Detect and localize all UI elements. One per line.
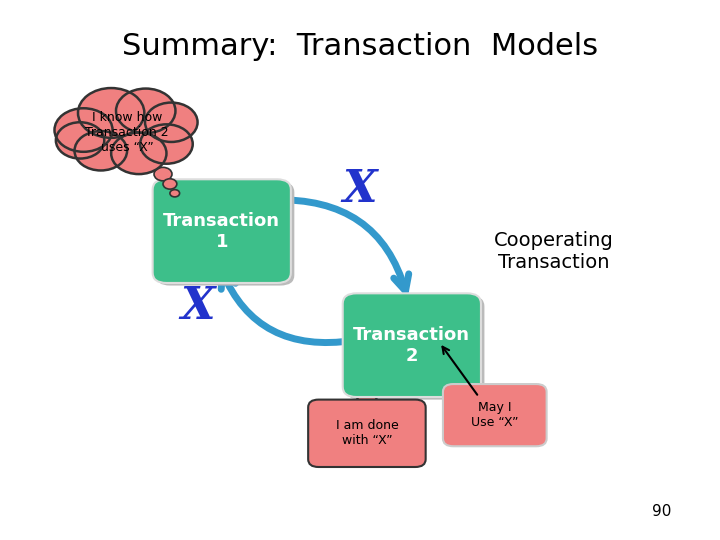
- Circle shape: [78, 88, 144, 138]
- Circle shape: [75, 131, 127, 171]
- Circle shape: [111, 133, 166, 174]
- Circle shape: [145, 103, 197, 142]
- Text: I am done
with “X”: I am done with “X”: [336, 419, 398, 447]
- FancyBboxPatch shape: [443, 384, 546, 446]
- Text: May I
Use “X”: May I Use “X”: [471, 401, 518, 429]
- Circle shape: [56, 122, 104, 159]
- Text: Transaction
1: Transaction 1: [163, 212, 280, 251]
- Text: I know how
Transaction 2
uses “X”: I know how Transaction 2 uses “X”: [85, 111, 169, 154]
- Text: X: X: [180, 285, 215, 328]
- FancyBboxPatch shape: [343, 293, 481, 397]
- FancyBboxPatch shape: [153, 179, 291, 283]
- Polygon shape: [351, 384, 382, 407]
- Text: 90: 90: [652, 504, 671, 519]
- Text: Transaction
2: Transaction 2: [354, 326, 470, 365]
- Circle shape: [55, 108, 112, 152]
- Circle shape: [170, 190, 179, 197]
- Circle shape: [154, 167, 172, 181]
- FancyBboxPatch shape: [308, 400, 426, 467]
- Text: Summary:  Transaction  Models: Summary: Transaction Models: [122, 31, 598, 60]
- Circle shape: [116, 89, 176, 133]
- Circle shape: [140, 124, 193, 164]
- Text: Cooperating
Transaction: Cooperating Transaction: [494, 231, 613, 272]
- FancyBboxPatch shape: [346, 296, 485, 400]
- Circle shape: [163, 179, 177, 189]
- Text: X: X: [343, 168, 377, 211]
- FancyBboxPatch shape: [156, 182, 294, 286]
